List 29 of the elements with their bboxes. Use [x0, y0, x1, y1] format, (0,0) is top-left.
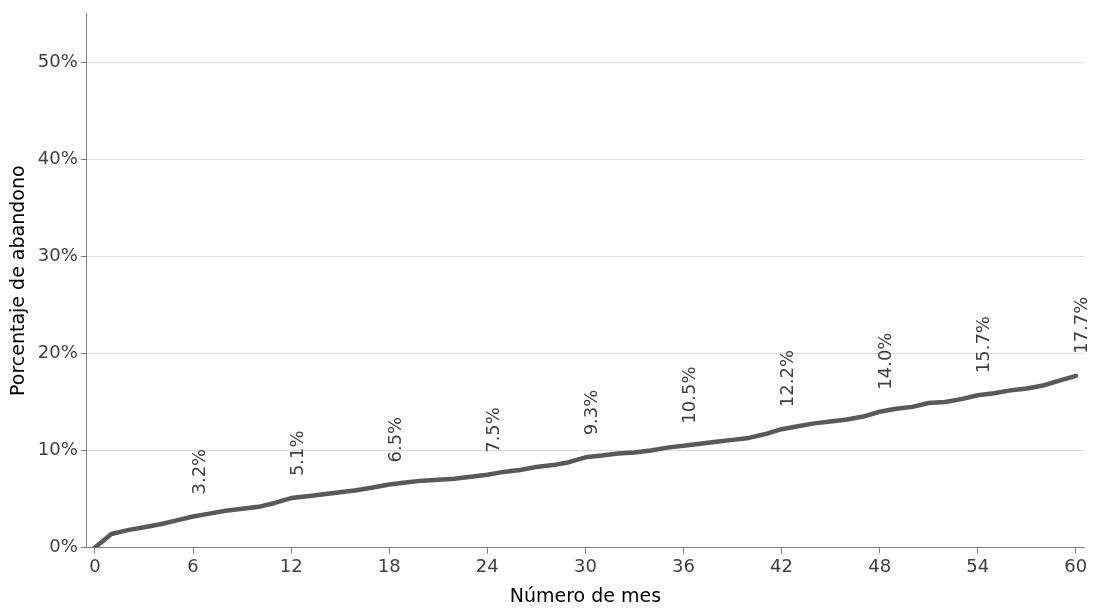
y-tick-label: 40% [37, 147, 78, 169]
x-tick-label: 18 [377, 555, 401, 577]
data-label: 17.7% [1070, 296, 1092, 354]
x-axis-title: Número de mes [509, 583, 662, 606]
x-tick-label: 42 [770, 555, 794, 577]
data-label: 10.5% [678, 366, 700, 424]
data-label: 7.5% [481, 407, 503, 453]
x-tick-label: 48 [868, 555, 892, 577]
x-tick-label: 30 [573, 555, 597, 577]
data-label: 14.0% [874, 332, 896, 390]
x-tick-label: 6 [187, 555, 199, 577]
x-tick-label: 0 [89, 555, 101, 577]
y-tick-label: 20% [37, 341, 78, 363]
x-tick-label: 36 [672, 555, 695, 577]
data-label: 6.5% [383, 416, 405, 463]
y-tick-label: 10% [37, 438, 78, 460]
x-tick-label: 24 [475, 555, 499, 577]
x-tick-label: 12 [279, 555, 303, 577]
data-label: 5.1% [285, 430, 307, 477]
data-label: 15.7% [972, 316, 994, 374]
data-label: 12.2% [776, 350, 798, 408]
y-tick-label: 0% [49, 535, 78, 557]
data-label: 3.2% [187, 448, 209, 495]
y-tick-label: 30% [37, 244, 78, 266]
x-tick-label: 54 [966, 555, 990, 577]
x-tick-label: 60 [1064, 555, 1088, 577]
data-label: 9.3% [580, 389, 602, 436]
y-axis-title: Porcentaje de abandono [6, 165, 29, 396]
y-tick-label: 50% [37, 50, 78, 71]
